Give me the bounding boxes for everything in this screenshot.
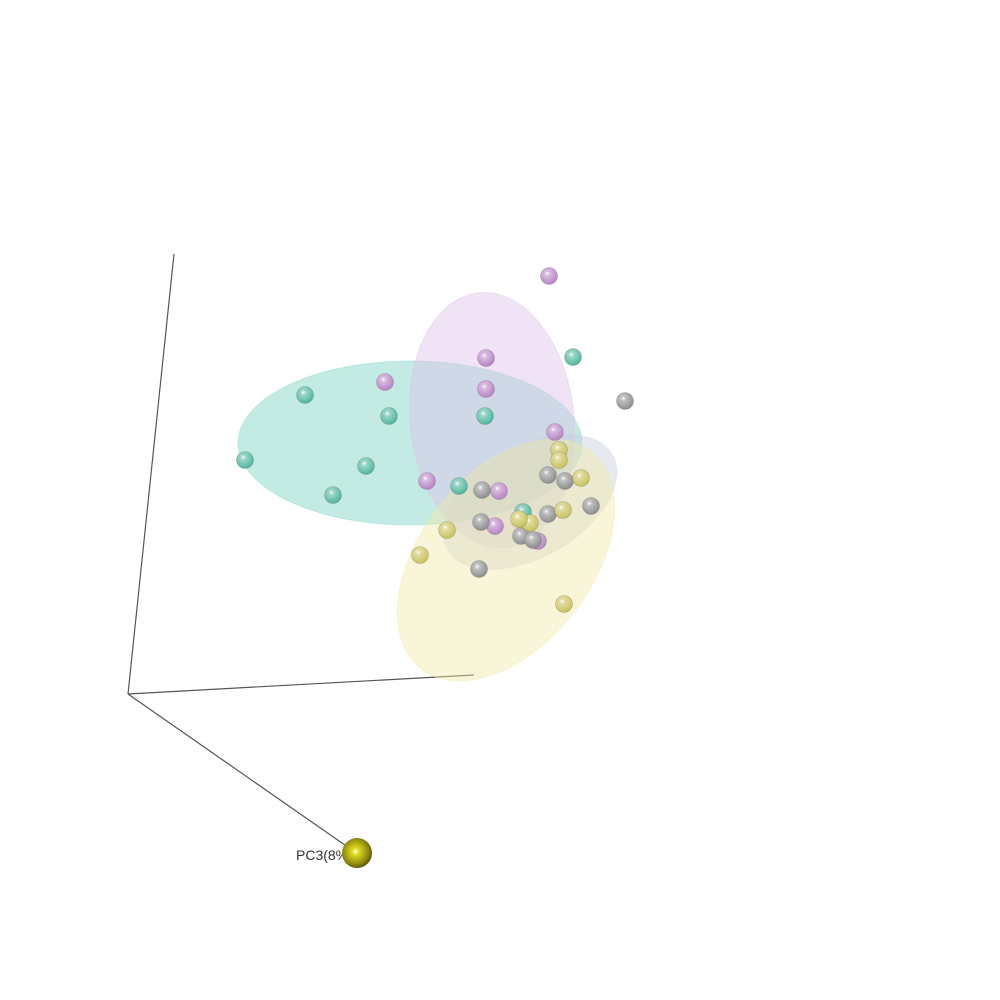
data-point[interactable] — [376, 373, 394, 391]
data-point[interactable] — [539, 505, 557, 523]
data-point[interactable] — [450, 477, 468, 495]
data-point[interactable] — [564, 348, 582, 366]
ellipse-gray — [442, 434, 618, 570]
axes — [127, 253, 475, 851]
data-point[interactable] — [539, 466, 557, 484]
axis-line-depth — [127, 693, 353, 851]
data-point[interactable] — [546, 423, 564, 441]
data-point[interactable] — [490, 482, 508, 500]
data-point[interactable] — [470, 560, 488, 578]
data-point[interactable] — [476, 407, 494, 425]
data-point[interactable] — [324, 486, 342, 504]
data-point[interactable] — [616, 392, 634, 410]
axis-line-horizontal — [127, 674, 475, 695]
data-point[interactable] — [472, 513, 490, 531]
data-point[interactable] — [510, 510, 528, 528]
data-point[interactable] — [411, 546, 429, 564]
data-point[interactable] — [357, 457, 375, 475]
axis-end-marker — [342, 838, 372, 868]
data-point[interactable] — [477, 349, 495, 367]
data-point[interactable] — [524, 531, 542, 549]
data-point[interactable] — [380, 407, 398, 425]
data-point[interactable] — [572, 469, 590, 487]
data-point[interactable] — [540, 267, 558, 285]
data-points — [236, 267, 634, 613]
data-point[interactable] — [477, 380, 495, 398]
z-axis-label: PC3(8% — [296, 847, 348, 863]
data-point[interactable] — [296, 386, 314, 404]
data-point[interactable] — [556, 472, 574, 490]
data-point[interactable] — [555, 595, 573, 613]
ellipse-yellow — [396, 438, 616, 682]
data-point[interactable] — [582, 497, 600, 515]
data-point[interactable] — [550, 451, 568, 469]
data-point[interactable] — [236, 451, 254, 469]
data-point[interactable] — [473, 481, 491, 499]
data-point[interactable] — [418, 472, 436, 490]
highlight-sphere — [342, 838, 372, 868]
data-point[interactable] — [554, 501, 572, 519]
axis-line-vertical — [127, 253, 175, 695]
data-point[interactable] — [438, 521, 456, 539]
